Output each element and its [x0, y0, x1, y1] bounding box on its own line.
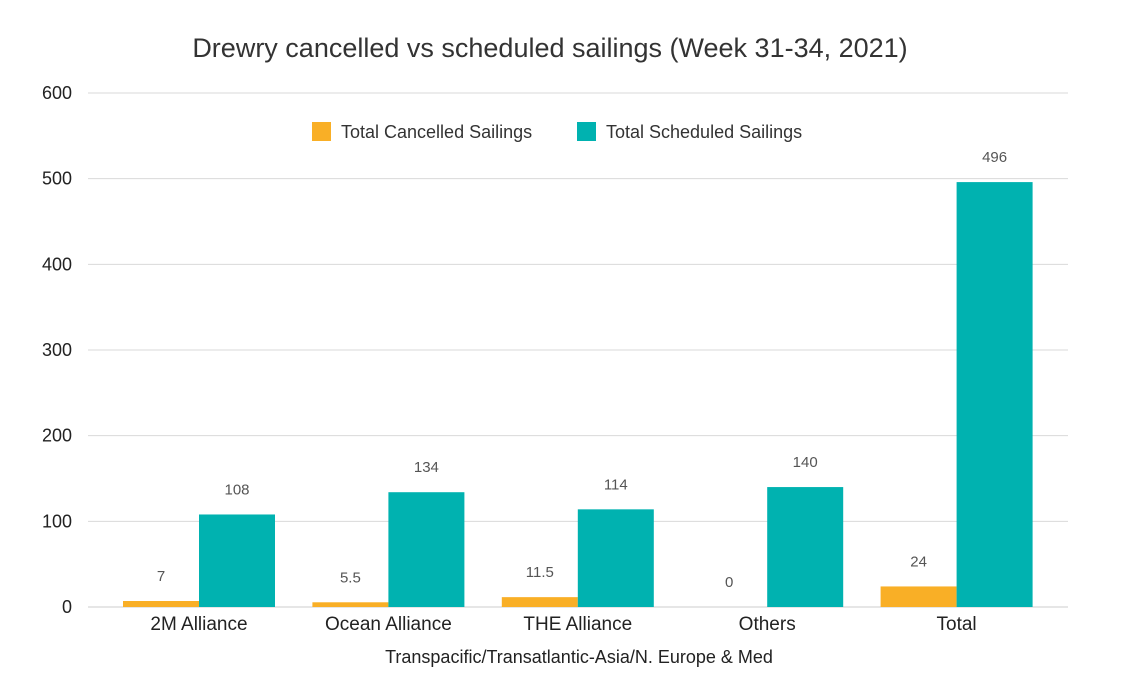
- data-label: 496: [982, 149, 1007, 166]
- bars-layer: [123, 182, 1033, 608]
- data-label: 5.5: [340, 569, 361, 586]
- x-tick-label: Ocean Alliance: [325, 614, 452, 635]
- data-labels-layer: 7 108 5.5 134 11.5 114 0 140 24 496: [157, 149, 1007, 591]
- data-label: 134: [414, 459, 439, 476]
- chart-title: Drewry cancelled vs scheduled sailings (…: [192, 33, 907, 63]
- x-axis-label: Transpacific/Transatlantic-Asia/N. Europ…: [385, 647, 773, 667]
- data-label: 114: [604, 476, 628, 493]
- y-tick-label: 500: [42, 169, 72, 189]
- bar-scheduled: [388, 492, 465, 607]
- legend-swatch: [312, 122, 331, 141]
- data-label: 0: [725, 574, 733, 591]
- data-label: 140: [793, 454, 818, 471]
- x-tick-label: THE Alliance: [523, 614, 632, 635]
- legend-label: Total Cancelled Sailings: [341, 122, 532, 142]
- x-tick-label: 2M Alliance: [150, 614, 247, 635]
- y-tick-label: 300: [42, 340, 72, 360]
- bar-scheduled: [956, 182, 1033, 608]
- y-tick-label: 600: [42, 83, 72, 103]
- bar-scheduled: [767, 487, 844, 607]
- x-tick-label: Total: [937, 614, 977, 635]
- x-axis-ticks: 2M Alliance Ocean Alliance THE Alliance Oth…: [150, 614, 976, 635]
- legend-label: Total Scheduled Sailings: [606, 122, 802, 142]
- bar-cancelled: [501, 597, 578, 607]
- bar-cancelled: [123, 601, 199, 607]
- bar-cancelled: [312, 602, 389, 607]
- data-label: 7: [157, 568, 165, 585]
- y-tick-label: 0: [62, 597, 72, 617]
- legend-swatch: [577, 122, 596, 141]
- data-label: 11.5: [526, 564, 554, 581]
- y-tick-label: 400: [42, 254, 72, 274]
- bar-scheduled: [199, 514, 275, 607]
- data-label: 24: [910, 553, 927, 570]
- y-tick-label: 200: [42, 426, 72, 446]
- bar-scheduled: [577, 509, 654, 607]
- y-tick-label: 100: [42, 511, 72, 531]
- x-tick-label: Others: [739, 614, 796, 635]
- bar-cancelled: [880, 586, 957, 607]
- legend: Total Cancelled Sailings Total Scheduled …: [312, 122, 802, 142]
- y-axis-ticks: 0 100 200 300 400 500 600: [42, 83, 72, 617]
- data-label: 108: [224, 481, 249, 498]
